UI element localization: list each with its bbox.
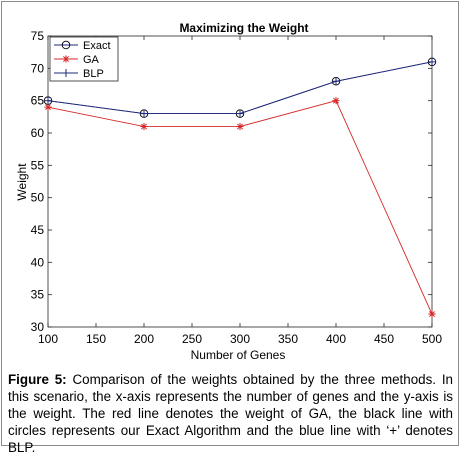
series-layer — [43, 57, 437, 318]
x-tick-label: 400 — [326, 332, 346, 346]
data-point-ga — [140, 122, 148, 131]
y-tick-label: 45 — [31, 223, 45, 237]
legend-entry-blp: BLP — [54, 68, 104, 80]
data-point-ga — [428, 310, 436, 318]
y-tick-label: 35 — [31, 288, 45, 302]
data-point-blp — [140, 109, 148, 118]
x-tick-label: 350 — [278, 332, 298, 346]
series-line-ga — [47, 100, 433, 315]
legend: Exact GA BLP — [49, 36, 119, 82]
legend-entry-exact: Exact — [54, 40, 111, 52]
caption-text: Comparison of the weights obtained by th… — [8, 372, 454, 455]
figure-caption: Figure 5: Comparison of the weights obta… — [8, 371, 453, 456]
data-point-blp — [428, 57, 436, 66]
y-tick-label: 75 — [31, 29, 45, 43]
data-point-ga — [332, 97, 340, 105]
legend-entry-ga: GA — [54, 54, 100, 66]
x-tick-label: 100 — [38, 332, 58, 346]
x-tick-label: 450 — [374, 332, 394, 346]
legend-marker-exact — [61, 40, 71, 50]
y-tick-label: 30 — [31, 320, 45, 334]
x-tick-label: 250 — [182, 332, 202, 346]
chart-title: Maximizing the Weight — [179, 21, 308, 35]
data-point-ga — [236, 122, 244, 131]
y-tick-label: 55 — [31, 158, 45, 172]
data-point-blp — [44, 96, 52, 105]
legend-marker-blp — [62, 69, 70, 77]
x-tick-label: 200 — [134, 332, 154, 346]
caption-label: Figure 5: — [8, 372, 67, 387]
legend-label-blp: BLP — [83, 68, 104, 80]
x-tick-label: 300 — [230, 332, 250, 346]
weight-line-chart: Maximizing the Weight Weight Number of G… — [15, 21, 443, 362]
y-tick-label: 60 — [31, 126, 45, 140]
y-tick-label: 40 — [31, 255, 45, 269]
data-point-blp — [332, 77, 340, 86]
x-tick-label: 500 — [422, 332, 442, 346]
data-point-blp — [236, 109, 244, 118]
y-tick-label: 70 — [31, 61, 45, 75]
legend-label-ga: GA — [83, 54, 100, 66]
y-axis-label: Weight — [15, 163, 29, 201]
x-tick-label: 150 — [86, 332, 106, 346]
y-tick-label: 50 — [31, 191, 45, 205]
axes: 100 150 200 250 300 350 400 450 500 30 35 40 45 50 55 6… — [31, 29, 443, 346]
legend-label-exact: Exact — [83, 40, 111, 52]
y-tick-label: 65 — [31, 94, 45, 108]
legend-marker-ga — [62, 55, 70, 63]
x-axis-label: Number of Genes — [191, 348, 286, 362]
